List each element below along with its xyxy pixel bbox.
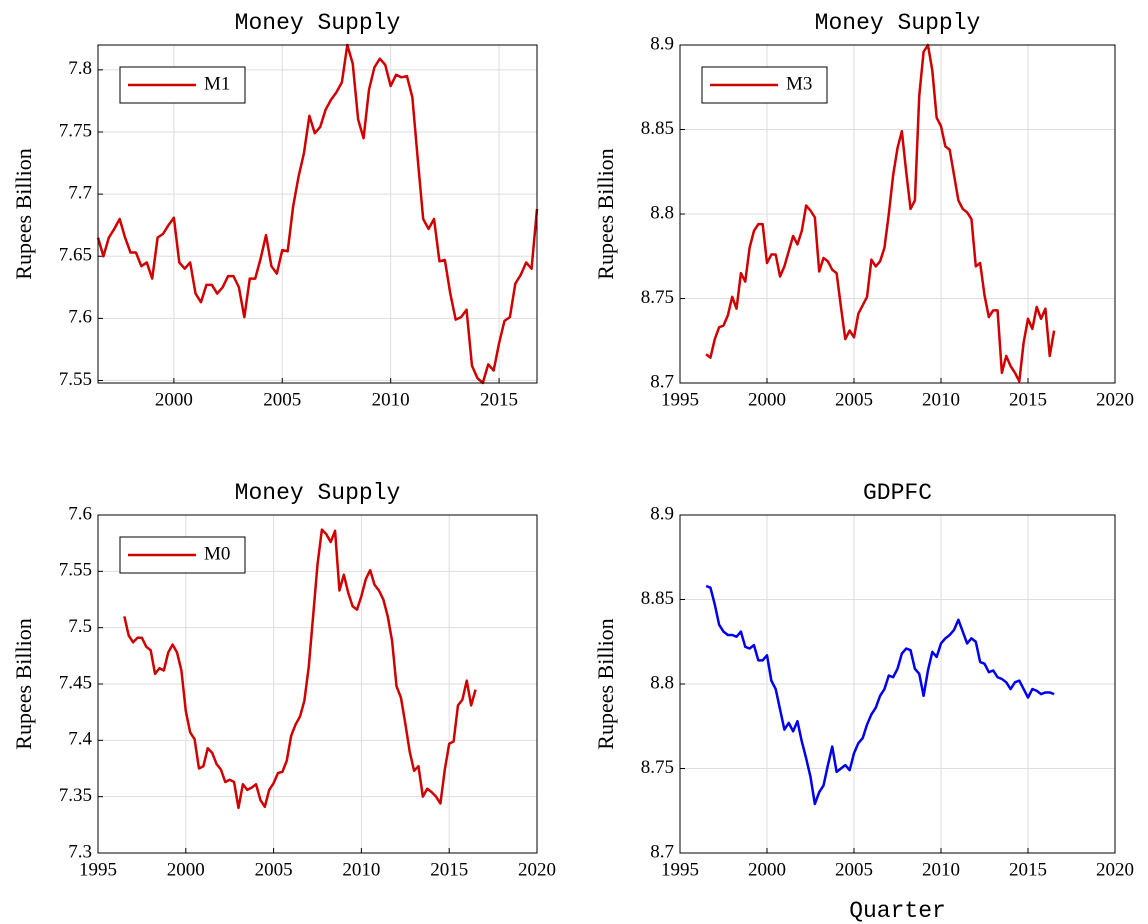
x-tick-label: 2000: [748, 859, 786, 880]
y-tick-label: 7.7: [68, 182, 92, 203]
x-tick-label: 1995: [79, 859, 117, 880]
data-line: [123, 528, 477, 810]
y-axis-label: Rupees Billion: [593, 148, 618, 279]
x-tick-label: 2015: [1009, 859, 1047, 880]
y-tick-label: 7.55: [59, 560, 92, 581]
x-tick-label: 2000: [748, 389, 786, 410]
legend-label: M0: [204, 543, 230, 564]
x-tick-label: 2010: [342, 859, 380, 880]
axes-frame: [97, 44, 538, 384]
legend-label: M3: [786, 73, 812, 94]
y-tick-label: 7.55: [59, 369, 92, 390]
x-tick-label: 1995: [661, 859, 699, 880]
x-tick-label: 2015: [430, 859, 468, 880]
subplot: 8.7 8.75 8.8 8.85 8.9 1995 2000 2005 2010 2015 202…: [593, 10, 1134, 410]
x-tick-label: 2010: [922, 859, 960, 880]
y-tick-label: 7.6: [68, 307, 92, 328]
y-tick-label: 8.75: [641, 287, 674, 308]
axes-frame: [97, 514, 538, 854]
x-axis-label: Quarter: [849, 898, 946, 924]
data-line: [705, 43, 1056, 383]
y-tick-label: 8.7: [650, 371, 674, 392]
y-tick-label: 7.65: [59, 245, 92, 266]
y-tick-label: 7.4: [68, 729, 92, 750]
axes-frame: [679, 514, 1116, 854]
x-tick-label: 2010: [922, 389, 960, 410]
y-tick-label: 7.45: [59, 672, 92, 693]
y-tick-label: 7.6: [68, 503, 92, 524]
y-tick-label: 7.35: [59, 785, 92, 806]
y-tick-label: 8.85: [641, 118, 674, 139]
y-tick-label: 8.9: [650, 33, 674, 54]
data-line: [96, 43, 539, 385]
y-tick-label: 8.8: [650, 202, 674, 223]
y-axis-label: Rupees Billion: [593, 618, 618, 749]
subplot-title: Money Supply: [235, 10, 401, 36]
y-axis-label: Rupees Billion: [11, 618, 36, 749]
y-tick-label: 8.7: [650, 841, 674, 862]
x-tick-label: 2005: [263, 389, 301, 410]
legend: M1: [119, 66, 246, 104]
y-tick-label: 8.75: [641, 757, 674, 778]
y-tick-label: 8.8: [650, 672, 674, 693]
x-tick-label: 2000: [155, 389, 193, 410]
subplot-title: Money Supply: [815, 10, 981, 36]
legend: M0: [119, 536, 246, 574]
subplot: 8.7 8.75 8.8 8.85 8.9 1995 2000 2005 2010 2015 202…: [593, 480, 1134, 924]
y-tick-label: 8.85: [641, 588, 674, 609]
y-tick-label: 7.8: [68, 58, 92, 79]
legend: M3: [701, 66, 828, 104]
subplot: 7.3 7.35 7.4 7.45 7.5 7.55 7.6 1995 2000 2005 2010…: [11, 480, 556, 880]
y-axis-label: Rupees Billion: [11, 148, 36, 279]
y-tick-label: 8.9: [650, 503, 674, 524]
x-tick-label: 2020: [1096, 389, 1134, 410]
subplot-title: Money Supply: [235, 480, 401, 506]
x-tick-label: 2020: [518, 859, 556, 880]
x-tick-label: 2020: [1096, 859, 1134, 880]
x-tick-label: 2005: [835, 389, 873, 410]
x-tick-label: 2015: [1009, 389, 1047, 410]
y-tick-label: 7.3: [68, 841, 92, 862]
x-tick-label: 2000: [167, 859, 205, 880]
data-line: [705, 584, 1055, 806]
y-tick-label: 7.5: [68, 616, 92, 637]
axes-frame: [679, 44, 1116, 384]
x-tick-label: 2005: [255, 859, 293, 880]
subplot: 7.55 7.6 7.65 7.7 7.75 7.8 2000 2005 2010 2015 Mon…: [11, 10, 539, 410]
x-tick-label: 2005: [835, 859, 873, 880]
x-tick-label: 2010: [372, 389, 410, 410]
legend-label: M1: [204, 73, 230, 94]
subplot-title: GDPFC: [863, 480, 932, 506]
x-tick-label: 2015: [480, 389, 518, 410]
y-tick-label: 7.75: [59, 120, 92, 141]
x-tick-label: 1995: [661, 389, 699, 410]
